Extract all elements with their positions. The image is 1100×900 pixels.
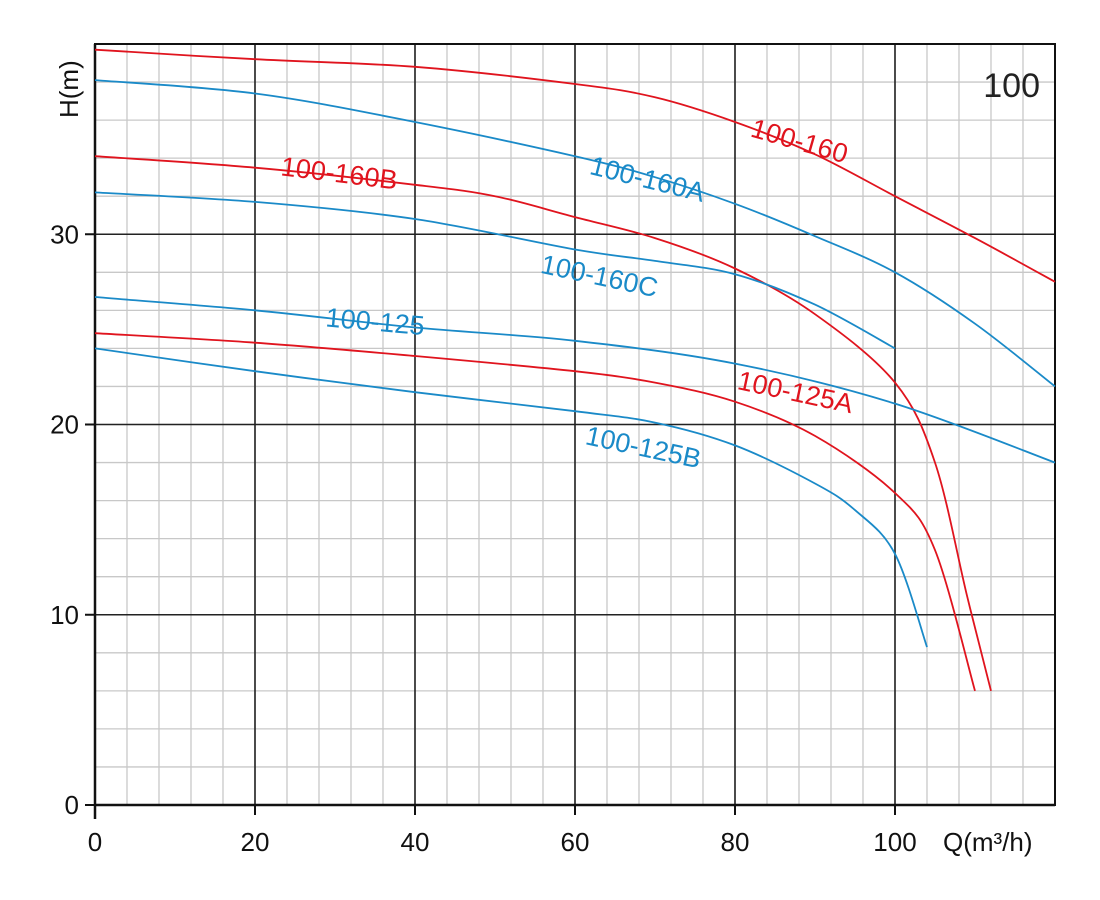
y-tick-label: 0 — [65, 790, 79, 820]
curve-label-100-160A: 100-160A — [587, 150, 708, 207]
y-tick-label: 30 — [50, 219, 79, 249]
x-tick-label: 0 — [88, 827, 102, 857]
series-line-100-160 — [94, 48, 1056, 283]
curve-labels: 100-160100-160A100-160B100-160C100-12510… — [279, 113, 856, 474]
x-axis-label: Q(m³/h) — [943, 827, 1033, 857]
x-tick-label: 20 — [241, 827, 270, 857]
series-line-100-160B — [94, 155, 992, 692]
curve-label-100-125A: 100-125A — [735, 365, 856, 419]
series-line-100-125B — [94, 347, 928, 648]
model-badge: 100 — [983, 67, 1040, 105]
x-tick-label: 60 — [561, 827, 590, 857]
axes — [85, 44, 1055, 819]
curve-label-100-125: 100-125 — [324, 303, 425, 342]
x-tick-label: 80 — [721, 827, 750, 857]
y-tick-label: 20 — [50, 410, 79, 440]
major-gridlines — [95, 44, 1055, 805]
x-tick-label: 100 — [873, 827, 916, 857]
y-tick-label: 10 — [50, 600, 79, 630]
y-axis-label: H(m) — [54, 60, 84, 118]
series-line-100-160C — [94, 191, 896, 350]
curve-label-100-125B: 100-125B — [583, 421, 704, 475]
series-group — [94, 48, 1056, 692]
x-tick-label: 40 — [401, 827, 430, 857]
series-line-100-125A — [94, 332, 976, 692]
series-line-100-160A — [94, 79, 1056, 388]
series-line-100-125 — [94, 296, 1056, 464]
tick-labels: 0 20 40 60 80 100 0 10 20 30 — [50, 219, 917, 857]
curve-label-100-160C: 100-160C — [538, 249, 660, 303]
